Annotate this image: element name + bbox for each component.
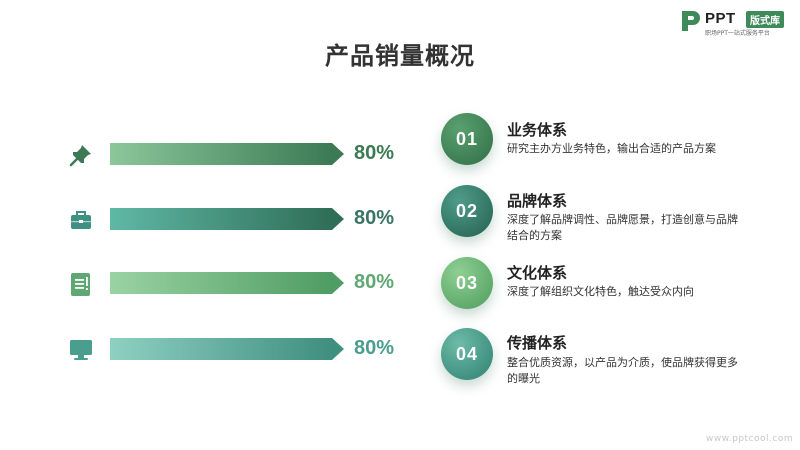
item-title: 品牌体系 xyxy=(507,192,568,210)
brand-logo: PPT 版式库 职场PPT一站式服务平台 xyxy=(680,8,795,38)
document-icon xyxy=(71,273,90,296)
logo-mark-icon xyxy=(682,11,700,31)
progress-bar-arrow xyxy=(332,143,344,165)
watermark: www.pptcool.com xyxy=(706,434,794,444)
item-number-badge: 01 xyxy=(441,113,493,165)
percentage-label: 80% xyxy=(354,337,395,359)
item-description: 深度了解品牌调性、品牌愿景，打造创意与品牌结合的方案 xyxy=(507,213,738,242)
percentage-label: 80% xyxy=(354,271,395,293)
pushpin-icon xyxy=(69,145,91,167)
item-title: 传播体系 xyxy=(507,334,568,352)
item-title: 业务体系 xyxy=(507,121,568,139)
item-number-badge: 04 xyxy=(441,328,493,380)
progress-bar xyxy=(110,272,332,294)
percentage-label: 80% xyxy=(354,142,395,164)
percentage-label: 80% xyxy=(354,207,395,229)
item-description: 深度了解组织文化特色，触达受众内向 xyxy=(507,285,694,298)
progress-bar-arrow xyxy=(332,338,344,360)
progress-bar xyxy=(110,208,332,230)
briefcase-icon xyxy=(71,211,91,229)
monitor-icon xyxy=(70,340,92,360)
progress-bar xyxy=(110,143,332,165)
progress-bar-arrow xyxy=(332,208,344,230)
logo-tagline: 职场PPT一站式服务平台 xyxy=(705,30,770,37)
item-title: 文化体系 xyxy=(507,264,568,282)
item-description: 整合优质资源，以产品为介质，使品牌获得更多的曝光 xyxy=(507,356,738,385)
item-number-badge: 03 xyxy=(441,257,493,309)
item-number-badge: 02 xyxy=(441,185,493,237)
logo-brand-text: PPT xyxy=(705,10,736,27)
item-description: 研究主办方业务特色，输出合适的产品方案 xyxy=(507,142,716,155)
logo-tag: 版式库 xyxy=(746,11,784,28)
progress-bar-arrow xyxy=(332,272,344,294)
progress-bar xyxy=(110,338,332,360)
page-title: 产品销量概况 xyxy=(325,42,475,70)
